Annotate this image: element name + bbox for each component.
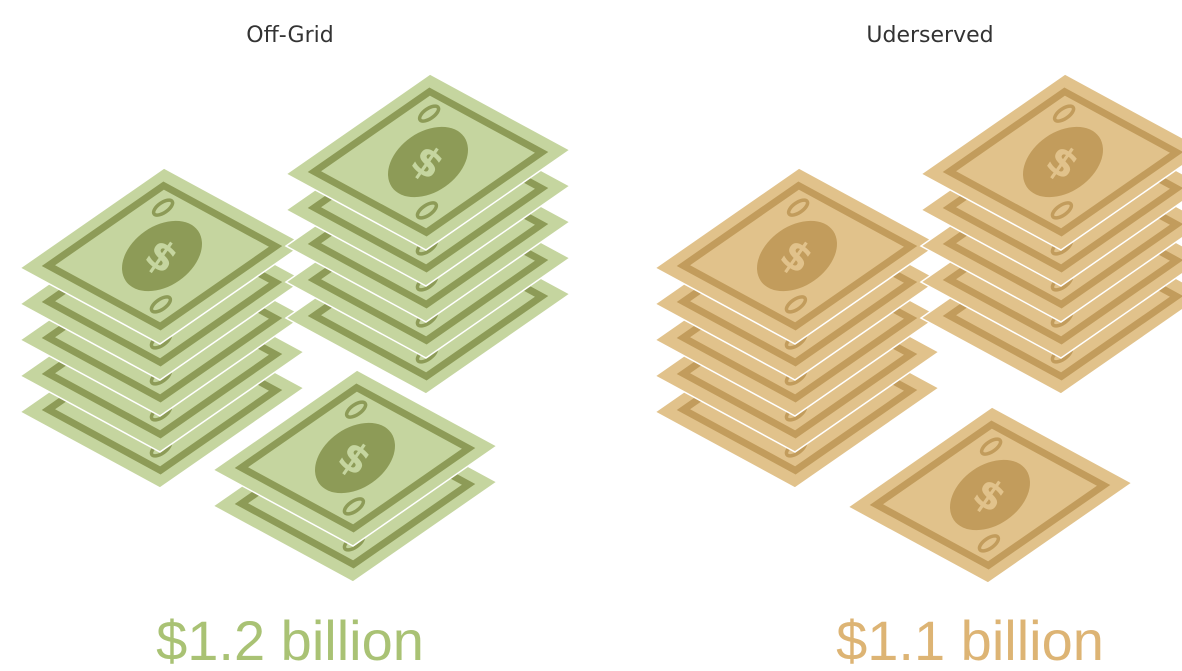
bill-stack: $: [848, 407, 1132, 583]
bill: $: [848, 407, 1132, 583]
bill-stack: $$$$$: [921, 74, 1182, 394]
bill-stack: $$$$$: [286, 74, 570, 394]
bill-stack: $$$$$: [655, 168, 939, 488]
panel-amount: $1.2 billion: [156, 609, 424, 671]
infographic: Off-Grid Uderserved $1.2 billion $1.1 bi…: [0, 0, 1182, 671]
panel-amount: $1.1 billion: [836, 609, 1104, 671]
panel-label: Uderserved: [866, 23, 993, 48]
panel-label: Off-Grid: [246, 23, 333, 48]
bills: $$$$$$$$$$$$$$$$$$$$$$$: [20, 74, 1182, 583]
